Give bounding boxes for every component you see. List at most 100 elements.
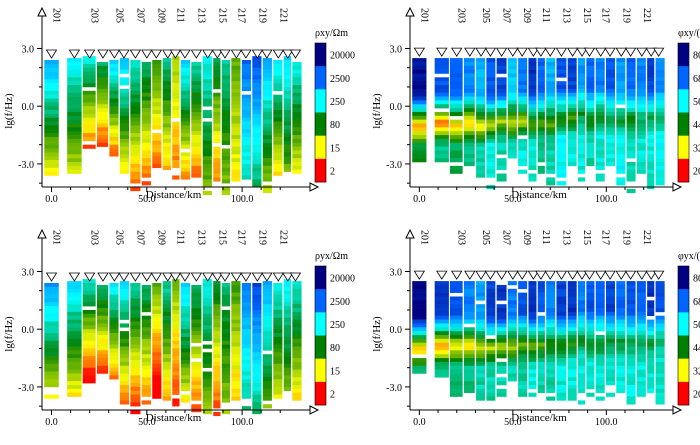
heatmap-cell xyxy=(463,369,475,374)
heatmap-cell xyxy=(449,358,463,363)
heatmap-cell xyxy=(119,350,129,355)
heatmap-cell xyxy=(67,119,82,124)
heatmap-cell xyxy=(496,315,507,320)
heatmap-cell xyxy=(595,135,605,140)
heatmap-cell xyxy=(476,58,486,63)
heatmap-cell xyxy=(518,150,528,155)
heatmap-cell xyxy=(221,117,230,122)
heatmap-cell xyxy=(241,313,251,318)
heatmap-cell xyxy=(109,359,119,365)
heatmap-cell xyxy=(434,146,449,151)
heatmap-cell xyxy=(486,127,496,132)
heatmap-cell xyxy=(252,298,262,303)
heatmap-cell xyxy=(262,100,272,105)
heatmap-cell xyxy=(476,292,486,297)
heatmap-cell xyxy=(231,331,241,336)
heatmap-cell xyxy=(434,284,449,290)
heatmap-cell xyxy=(162,146,171,151)
heatmap-cell xyxy=(518,123,528,128)
heatmap-cell xyxy=(577,338,586,343)
heatmap-cell xyxy=(463,281,475,286)
heatmap-cell xyxy=(283,67,291,72)
heatmap-cell xyxy=(152,333,162,338)
heatmap-cell xyxy=(546,354,556,359)
heatmap-cell xyxy=(486,85,496,90)
heatmap-cell xyxy=(130,179,141,184)
heatmap-cell xyxy=(518,365,528,370)
heatmap-cell xyxy=(595,81,605,86)
heatmap-cell xyxy=(172,133,180,138)
heatmap-cell xyxy=(528,138,537,144)
station-triangle xyxy=(68,49,81,59)
heatmap-cell xyxy=(292,311,302,317)
heatmap-cell xyxy=(67,361,82,367)
heatmap-cell xyxy=(412,350,427,355)
heatmap-cell xyxy=(180,386,190,392)
heatmap-cell xyxy=(616,358,626,363)
heatmap-cell xyxy=(606,111,615,117)
heatmap-cell xyxy=(262,288,272,293)
colorbar-label: ρxy/Ωm xyxy=(315,28,348,39)
heatmap-cell xyxy=(262,88,272,94)
heatmap-cell xyxy=(518,323,528,328)
heatmap-cell xyxy=(595,350,605,355)
heatmap-cell xyxy=(507,300,517,305)
heatmap-cell xyxy=(655,373,665,378)
heatmap-cell xyxy=(292,327,302,332)
heatmap-cell xyxy=(221,398,230,403)
heatmap-cell xyxy=(202,379,212,384)
heatmap-cell xyxy=(283,359,291,365)
heatmap-cell xyxy=(496,135,507,140)
heatmap-cell xyxy=(191,104,202,109)
heatmap-cell xyxy=(595,69,605,74)
heatmap-cell xyxy=(586,369,595,374)
heatmap-cell xyxy=(141,327,151,332)
heatmap-cell xyxy=(241,94,251,99)
heatmap-cell xyxy=(231,311,241,317)
heatmap-cell xyxy=(463,108,475,113)
y-axis-arrow xyxy=(405,6,415,17)
heatmap-cell xyxy=(213,388,221,393)
station-triangle xyxy=(645,47,657,57)
heatmap-cell xyxy=(241,356,251,361)
heatmap-cell xyxy=(109,144,119,149)
heatmap-cell xyxy=(537,361,545,367)
heatmap-cell xyxy=(180,294,190,299)
heatmap-cell xyxy=(537,369,545,374)
heatmap-cell xyxy=(292,300,302,305)
heatmap-cell xyxy=(546,373,556,378)
heatmap-cell xyxy=(412,319,427,324)
heatmap-cell xyxy=(109,60,119,65)
heatmap-cell xyxy=(119,308,129,313)
heatmap-cell xyxy=(152,302,162,307)
heatmap-cell xyxy=(586,392,595,397)
heatmap-cell xyxy=(537,300,545,305)
heatmap-cell xyxy=(191,365,202,370)
heatmap-cell xyxy=(595,288,605,293)
heatmap-cell xyxy=(202,94,212,99)
heatmap-cell xyxy=(44,290,59,295)
heatmap-cell xyxy=(292,111,302,117)
heatmap-cell xyxy=(252,367,262,372)
heatmap-cell xyxy=(180,63,190,69)
heatmap-cell xyxy=(162,115,171,120)
heatmap-cell xyxy=(476,115,486,120)
heatmap-cell xyxy=(67,354,82,359)
heatmap-cell xyxy=(252,398,262,403)
heatmap-cell xyxy=(262,58,272,63)
heatmap-cell xyxy=(518,315,528,320)
heatmap-cell xyxy=(434,131,449,136)
heatmap-cell xyxy=(567,96,577,101)
heatmap-cell xyxy=(213,77,221,82)
heatmap-cell xyxy=(292,346,302,351)
heatmap-cell xyxy=(518,369,528,374)
heatmap-cell xyxy=(586,150,595,155)
heatmap-cell xyxy=(486,173,496,178)
heatmap-cell xyxy=(434,300,449,305)
heatmap-cell xyxy=(616,334,626,340)
heatmap-cell xyxy=(262,85,272,90)
heatmap-cell xyxy=(606,331,615,336)
heatmap-cell xyxy=(486,65,496,70)
heatmap-cell xyxy=(141,377,151,382)
heatmap-cell xyxy=(241,390,251,395)
